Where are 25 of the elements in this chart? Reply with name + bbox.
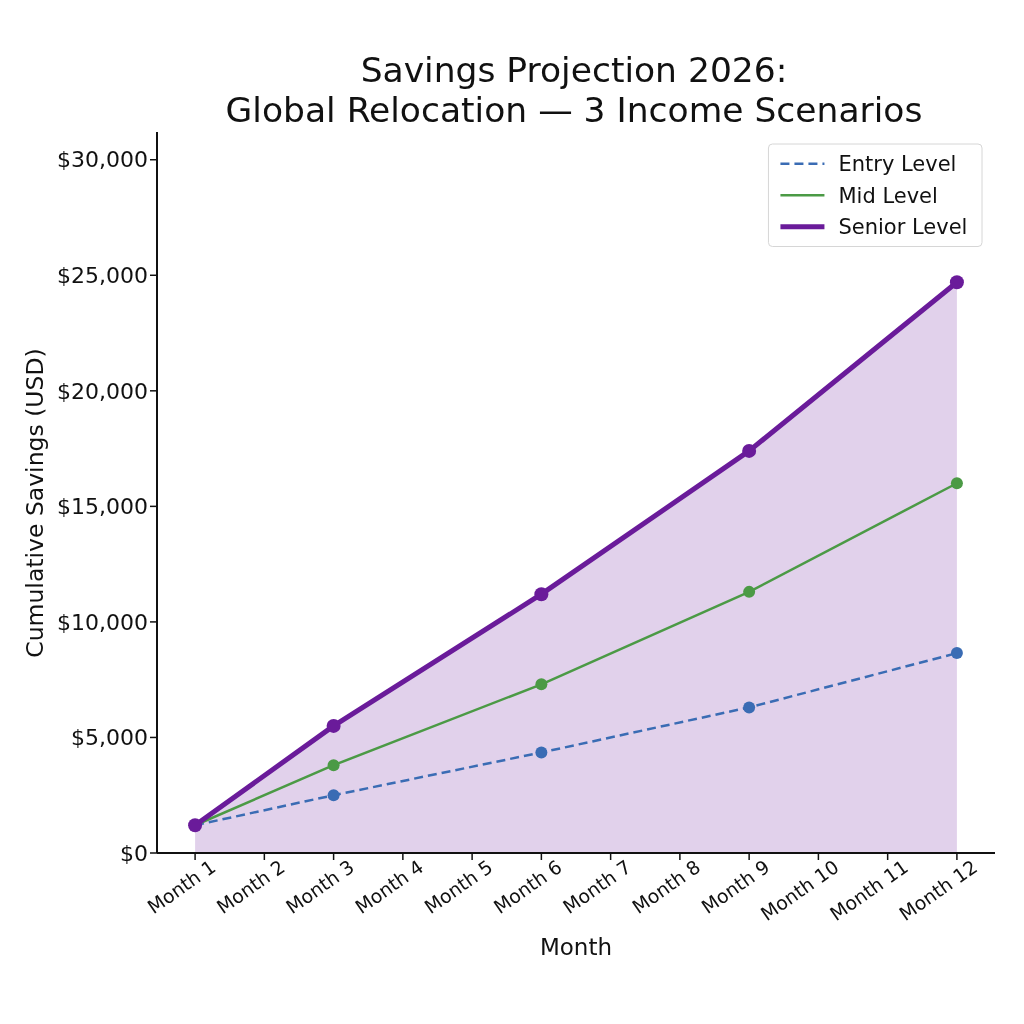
point [742, 443, 757, 458]
point [535, 678, 548, 691]
x-axis-title: Month [539, 934, 613, 961]
point [327, 759, 340, 772]
y-axis-title: Cumulative Savings (USD) [21, 348, 50, 658]
chart-title: Savings Projection 2026: Global Relocation — 3 Income Scenarios [225, 50, 923, 130]
point [535, 746, 548, 759]
legend-label: Mid Level [838, 183, 938, 208]
legend-label: Senior Level [838, 215, 968, 240]
point [327, 789, 340, 802]
point [743, 701, 756, 714]
point [326, 718, 341, 733]
point [534, 587, 549, 602]
point [950, 477, 963, 490]
legend-label: Entry Level [838, 152, 957, 177]
y-tick-label: $30,000 [57, 147, 148, 173]
y-tick-label: $10,000 [57, 609, 148, 635]
y-tick-label: $5,000 [71, 725, 148, 751]
y-tick-label: $15,000 [57, 494, 148, 520]
y-tick-label: $0 [120, 840, 148, 866]
point [950, 647, 963, 660]
point [743, 585, 756, 598]
y-tick-label: $25,000 [57, 262, 148, 288]
point [949, 275, 964, 290]
y-tick-label: $20,000 [57, 378, 148, 404]
